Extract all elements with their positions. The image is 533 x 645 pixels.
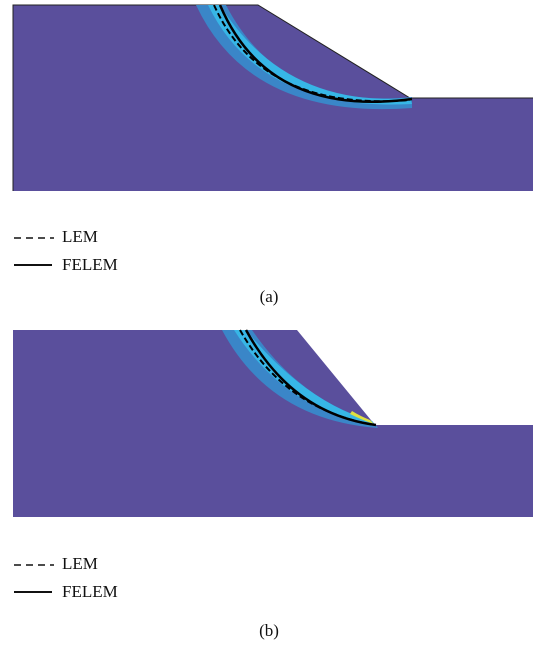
legend-label: LEM	[62, 554, 98, 573]
panel-a	[13, 5, 533, 191]
legend-label: LEM	[62, 227, 98, 246]
legend-a: LEM FELEM	[14, 227, 118, 274]
caption: (a)	[260, 287, 279, 306]
legend-b: LEM FELEM	[14, 554, 118, 601]
caption: (b)	[259, 621, 279, 640]
legend-label: FELEM	[62, 582, 118, 601]
figure: LEM FELEM (a) LEM FELEM (b)	[0, 0, 533, 645]
legend-label: FELEM	[62, 255, 118, 274]
page: {"panels": [ {"legend": [{"label": "LEM"…	[0, 0, 533, 645]
panel-b	[13, 330, 533, 517]
